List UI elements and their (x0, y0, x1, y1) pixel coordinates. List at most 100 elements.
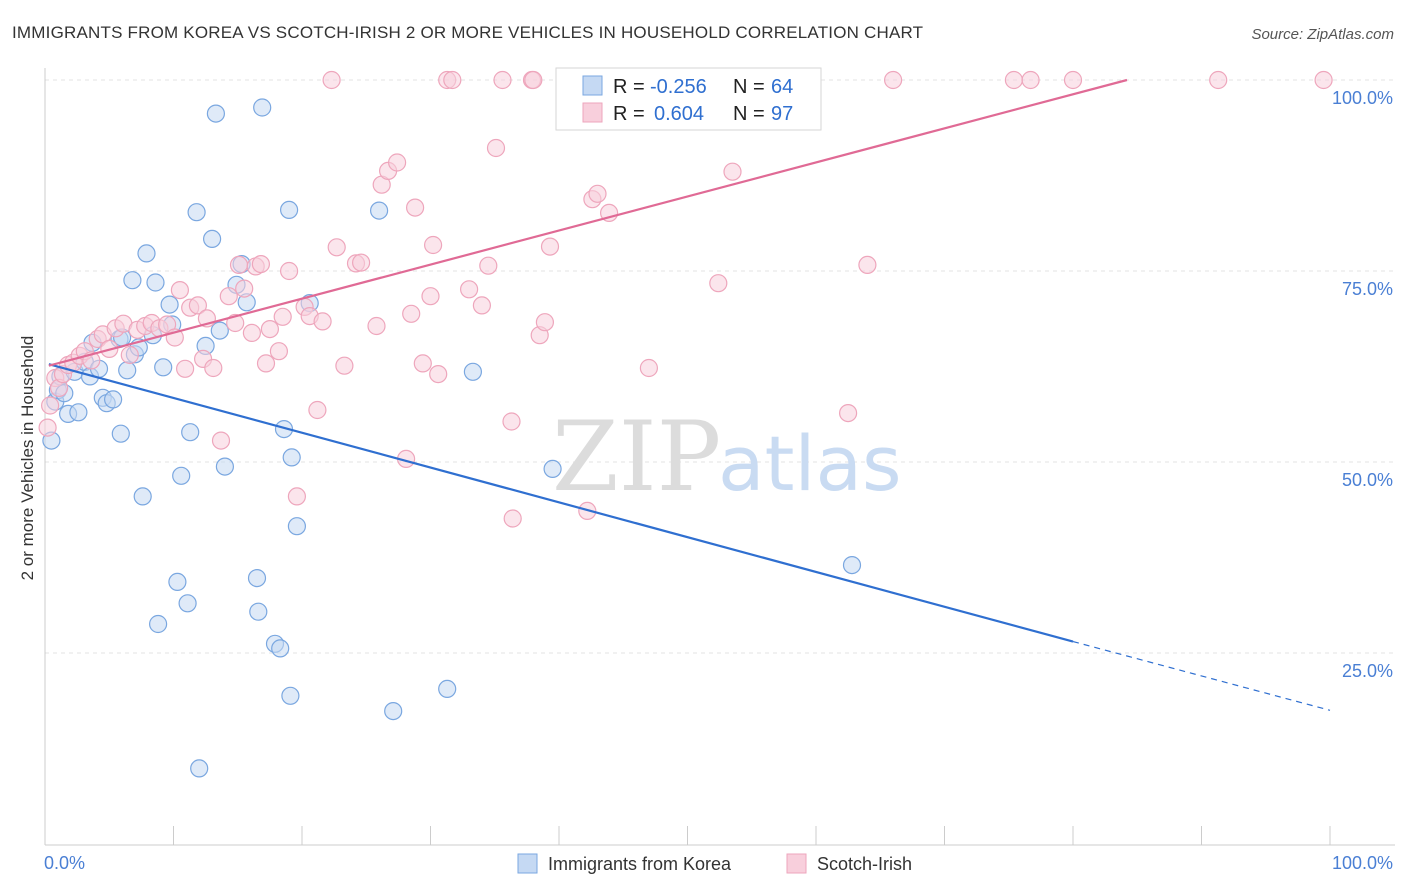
korea-point-32 (178, 594, 197, 613)
stats-n-label-scotch-irish: N = (733, 103, 765, 125)
korea-point-25 (146, 273, 165, 292)
korea-point-52 (282, 448, 301, 467)
korea-point-59 (543, 459, 562, 478)
scotch-irish-point-36 (251, 255, 270, 274)
korea-point-44 (247, 568, 267, 588)
grid-lines (45, 79, 1395, 654)
scotch-irish-point-58 (406, 198, 425, 217)
korea-point-26 (149, 614, 168, 634)
korea-point-48 (271, 639, 290, 658)
scotch-irish-point-52 (367, 316, 386, 336)
axes (44, 68, 1395, 846)
y-tick-labels: 25.0% 50.0% 75.0% 100.0% (1332, 88, 1393, 681)
x-tick-label-right: 100.0% (1332, 853, 1393, 873)
stats-box: R = -0.256 N = 64 R = 0.604 N = 97 (555, 67, 822, 131)
legend-label-scotch-irish: Scotch-Irish (817, 854, 912, 874)
korea-point-30 (168, 572, 187, 592)
korea-point-45 (249, 602, 268, 621)
scotch-irish-point-75 (535, 313, 555, 332)
scotch-irish-point-1 (40, 396, 60, 415)
trend-lines (48, 78, 1331, 711)
scotch-irish-point-48 (327, 238, 346, 257)
korea-point-46 (253, 98, 272, 117)
korea-point-31 (172, 466, 191, 485)
scotch-irish-point-90 (1004, 70, 1024, 90)
scotch-irish-point-41 (280, 261, 299, 281)
scotch-irish-point-80 (588, 184, 607, 203)
stats-n-value-korea: 64 (771, 76, 793, 98)
scotch-irish-point-82 (639, 358, 659, 378)
scotch-irish-point-67 (479, 256, 498, 275)
scotch-irish-point-60 (421, 287, 440, 306)
korea-point-18 (118, 361, 137, 380)
scotch-irish-point-37 (256, 354, 276, 373)
scotch-irish-point-71 (502, 412, 521, 431)
scotch-irish-point-68 (486, 138, 506, 158)
legend: Immigrants from Korea Scotch-Irish (517, 853, 912, 874)
scotch-irish-point-84 (723, 162, 742, 181)
chart-title: IMMIGRANTS FROM KOREA VS SCOTCH-IRISH 2 … (12, 23, 923, 42)
scotch-irish-point-66 (472, 296, 491, 315)
korea-point-14 (103, 390, 123, 409)
scotch-irish-point-88 (858, 255, 877, 274)
stats-swatch-korea (582, 75, 603, 96)
scotch-irish-point-49 (335, 356, 354, 375)
scotch-irish-point-94 (1314, 70, 1333, 90)
scotch-irish-point-62 (429, 365, 448, 384)
korea-point-34 (187, 203, 206, 222)
legend-label-korea: Immigrants from Korea (548, 854, 732, 874)
y-tick-label-100: 100.0% (1332, 88, 1393, 108)
korea-point-22 (133, 487, 152, 506)
stats-r-value-korea: -0.256 (650, 76, 707, 98)
scotch-irish-point-38 (260, 320, 279, 339)
stats-r-label-scotch-irish: R = (613, 103, 645, 125)
scotch-irish-point-23 (176, 359, 195, 378)
watermark-zip: ZIP (552, 401, 721, 513)
korea-point-27 (154, 358, 173, 377)
korea-point-28 (160, 295, 179, 314)
scotch-irish-point-51 (352, 253, 371, 272)
korea-point-33 (181, 423, 200, 442)
stats-r-value-scotch-irish: 0.604 (654, 103, 704, 125)
korea-point-60 (842, 555, 862, 575)
korea-trend-line-extension (1072, 640, 1331, 711)
korea-point-51 (281, 686, 300, 705)
scotch-irish-point-55 (388, 153, 407, 172)
chart-source: Source: ZipAtlas.com (1251, 26, 1394, 43)
scotch-irish-point-25 (188, 296, 207, 315)
korea-point-55 (370, 201, 389, 220)
legend-swatch-scotch-irish (786, 853, 807, 874)
scotch-irish-point-45 (308, 400, 327, 420)
korea-point-35 (190, 759, 209, 778)
scotch-irish-point-57 (402, 304, 421, 323)
scotch-irish-point-64 (443, 70, 462, 90)
korea-point-38 (206, 104, 225, 123)
y-tick-label-75: 75.0% (1342, 279, 1393, 299)
korea-point-37 (203, 229, 222, 248)
y-tick-label-25: 25.0% (1342, 661, 1393, 681)
korea-point-19 (123, 271, 142, 290)
scatter-points (38, 70, 1333, 778)
scotch-irish-point-47 (322, 70, 341, 90)
korea-point-58 (463, 362, 482, 381)
scotch-irish-point-87 (838, 404, 858, 423)
scotch-irish-point-61 (424, 235, 443, 255)
scotch-irish-point-15 (120, 345, 139, 365)
scotch-irish-point-76 (540, 237, 560, 256)
korea-point-57 (438, 679, 457, 699)
watermark: ZIP atlas (552, 401, 902, 513)
korea-point-56 (384, 701, 403, 721)
scotch-irish-point-40 (273, 307, 292, 326)
scotch-irish-trend-line (48, 78, 1128, 367)
scotch-irish-point-89 (883, 70, 903, 90)
scotch-irish-point-72 (503, 509, 522, 528)
x-tick-label-left: 0.0% (44, 853, 85, 873)
y-tick-label-50: 50.0% (1342, 470, 1393, 490)
korea-point-39 (210, 321, 229, 340)
scotch-irish-point-42 (287, 487, 306, 506)
legend-swatch-korea (517, 853, 538, 874)
korea-point-53 (287, 517, 306, 536)
korea-point-23 (137, 244, 156, 263)
scotch-irish-point-69 (493, 70, 512, 90)
scotch-irish-point-0 (38, 418, 57, 437)
